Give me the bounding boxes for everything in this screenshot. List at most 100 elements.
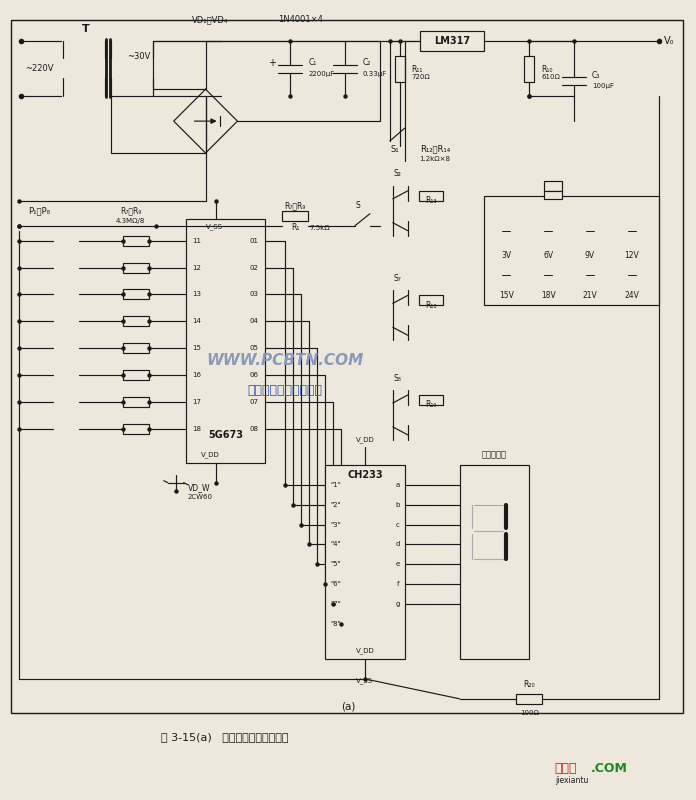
Text: 03: 03 — [249, 291, 258, 298]
Text: 18: 18 — [193, 426, 202, 432]
Text: 图 3-15(a)   数控显示稳压电源电路: 图 3-15(a) 数控显示稳压电源电路 — [161, 732, 288, 742]
Text: S₈: S₈ — [394, 374, 402, 382]
Text: e: e — [395, 562, 400, 567]
Text: "4": "4" — [330, 542, 341, 547]
Text: 3V: 3V — [501, 251, 512, 260]
Text: LM317: LM317 — [434, 37, 470, 46]
Text: R₁₈: R₁₈ — [425, 301, 436, 310]
Bar — [123, 424, 149, 434]
Text: 14: 14 — [193, 318, 202, 324]
Text: 5G673: 5G673 — [208, 430, 243, 440]
Text: a: a — [395, 482, 400, 488]
Text: C₂: C₂ — [363, 58, 371, 67]
Text: 杭州将睿科技有限公司: 杭州将睿科技有限公司 — [248, 383, 323, 397]
Bar — [11, 19, 683, 713]
Text: V_SS: V_SS — [205, 223, 223, 230]
Text: V_DD: V_DD — [356, 648, 374, 654]
Text: 100μF: 100μF — [592, 83, 614, 90]
Text: S: S — [356, 202, 361, 210]
Text: b: b — [395, 502, 400, 507]
Text: 12: 12 — [193, 265, 202, 270]
Text: S₁: S₁ — [390, 145, 399, 154]
Bar — [395, 56, 405, 82]
Text: R₇～R₉: R₇～R₉ — [285, 202, 306, 210]
Text: g: g — [395, 601, 400, 607]
Text: "3": "3" — [330, 522, 341, 527]
Text: 21V: 21V — [583, 291, 597, 300]
Text: V_SS: V_SS — [356, 678, 374, 684]
Text: VD_W: VD_W — [188, 483, 210, 492]
Text: 4.3MΩ/8: 4.3MΩ/8 — [116, 218, 145, 224]
Text: R₁: R₁ — [291, 223, 299, 232]
Text: 08: 08 — [249, 426, 258, 432]
Text: ~30V: ~30V — [127, 52, 150, 61]
Bar — [325, 465, 405, 659]
Bar — [419, 191, 443, 201]
Text: R₁₂～R₁₄: R₁₂～R₁₄ — [420, 145, 450, 154]
Text: 13: 13 — [193, 291, 202, 298]
Text: "2": "2" — [330, 502, 341, 507]
Bar — [123, 316, 149, 326]
Text: 6V: 6V — [543, 251, 553, 260]
Bar — [420, 31, 484, 51]
Bar — [283, 210, 308, 221]
Text: 12V: 12V — [624, 251, 639, 260]
Text: R₁₃: R₁₃ — [425, 196, 436, 206]
Text: 2200μF: 2200μF — [308, 71, 334, 77]
Bar — [123, 236, 149, 246]
Text: CH233: CH233 — [347, 470, 383, 480]
Text: S₇: S₇ — [394, 274, 402, 283]
Text: VD₁～VD₄: VD₁～VD₄ — [192, 15, 229, 24]
Bar — [544, 191, 562, 199]
Text: 2CW60: 2CW60 — [188, 494, 213, 500]
Text: 9V: 9V — [585, 251, 595, 260]
Text: C₃: C₃ — [592, 71, 601, 80]
Bar — [419, 395, 443, 405]
Text: jiexiantu: jiexiantu — [555, 776, 589, 785]
Text: 18V: 18V — [541, 291, 555, 300]
Text: 05: 05 — [249, 346, 258, 351]
Text: R₇～R₉: R₇～R₉ — [120, 206, 141, 215]
Bar — [419, 295, 443, 306]
Text: S₂: S₂ — [394, 170, 402, 178]
Text: c: c — [396, 522, 400, 527]
Text: 01: 01 — [249, 238, 258, 244]
Text: T: T — [82, 25, 90, 34]
Bar — [544, 181, 562, 191]
Text: R₁₀: R₁₀ — [541, 65, 553, 74]
Text: +: + — [268, 58, 276, 68]
Text: 1.2kΩ×8: 1.2kΩ×8 — [420, 156, 451, 162]
Text: 15V: 15V — [499, 291, 514, 300]
Text: "6": "6" — [330, 582, 341, 587]
Text: 720Ω: 720Ω — [412, 74, 431, 80]
Text: 17: 17 — [193, 399, 202, 405]
Text: 接线图: 接线图 — [554, 762, 577, 775]
Text: 24V: 24V — [624, 291, 640, 300]
Bar — [123, 343, 149, 353]
Text: 15: 15 — [193, 346, 202, 351]
Text: 7.5kΩ: 7.5kΩ — [310, 225, 331, 230]
Bar — [123, 262, 149, 273]
Text: V_DD: V_DD — [356, 437, 374, 443]
Text: V₀: V₀ — [663, 37, 674, 46]
Text: 02: 02 — [249, 265, 258, 270]
Text: (a): (a) — [341, 702, 355, 712]
Text: 07: 07 — [249, 399, 258, 405]
Text: WWW.PCBTN.COM: WWW.PCBTN.COM — [207, 353, 364, 368]
Bar — [123, 290, 149, 299]
Text: ~220V: ~220V — [25, 64, 54, 73]
Text: 11: 11 — [193, 238, 202, 244]
Text: f: f — [397, 582, 400, 587]
Bar — [123, 370, 149, 380]
Text: .COM: .COM — [591, 762, 628, 775]
Text: 1N4001×4: 1N4001×4 — [278, 15, 323, 24]
Text: R₁₉: R₁₉ — [425, 401, 436, 410]
Text: C₁: C₁ — [308, 58, 317, 67]
Text: 100Ω: 100Ω — [520, 710, 539, 716]
Bar — [123, 397, 149, 407]
Text: d: d — [395, 542, 400, 547]
Bar — [459, 465, 529, 659]
Text: 0.33μF: 0.33μF — [363, 71, 387, 77]
Text: P₁～P₈: P₁～P₈ — [29, 206, 50, 215]
Text: "5": "5" — [330, 562, 341, 567]
